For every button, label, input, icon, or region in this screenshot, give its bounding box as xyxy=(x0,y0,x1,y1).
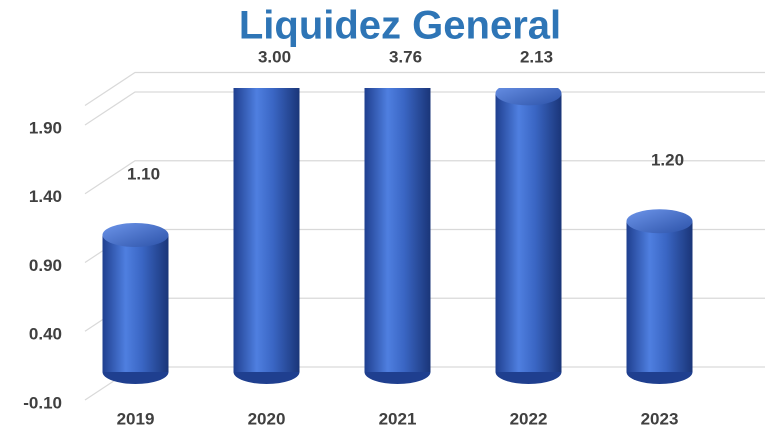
bar xyxy=(233,88,300,372)
data-label: 1.10 xyxy=(127,164,160,183)
x-tick-label: 2021 xyxy=(379,409,417,428)
x-tick-label: 2022 xyxy=(510,409,548,428)
bar xyxy=(626,221,693,372)
data-label: 3.00 xyxy=(258,47,291,66)
grid-line xyxy=(84,71,765,107)
chart-title: Liquidez General xyxy=(239,4,561,48)
x-tick-label: 2023 xyxy=(641,409,679,428)
y-tick-label: 1.90 xyxy=(29,118,62,137)
bar-cap xyxy=(626,209,693,234)
bar xyxy=(102,235,169,372)
bar xyxy=(364,88,431,372)
x-tick-label: 2020 xyxy=(248,409,286,428)
y-tick-label: 0.90 xyxy=(29,256,62,275)
bar xyxy=(495,93,562,372)
data-label: 1.20 xyxy=(651,151,684,170)
bar-cap xyxy=(102,223,169,247)
bar-cap xyxy=(495,88,562,106)
data-label: 2.13 xyxy=(520,47,553,66)
y-tick-label: 1.40 xyxy=(29,187,62,206)
y-tick-label: -0.10 xyxy=(23,393,62,412)
data-label: 3.76 xyxy=(389,47,422,66)
y-tick-label: 0.40 xyxy=(29,325,62,344)
x-tick-label: 2019 xyxy=(117,409,155,428)
